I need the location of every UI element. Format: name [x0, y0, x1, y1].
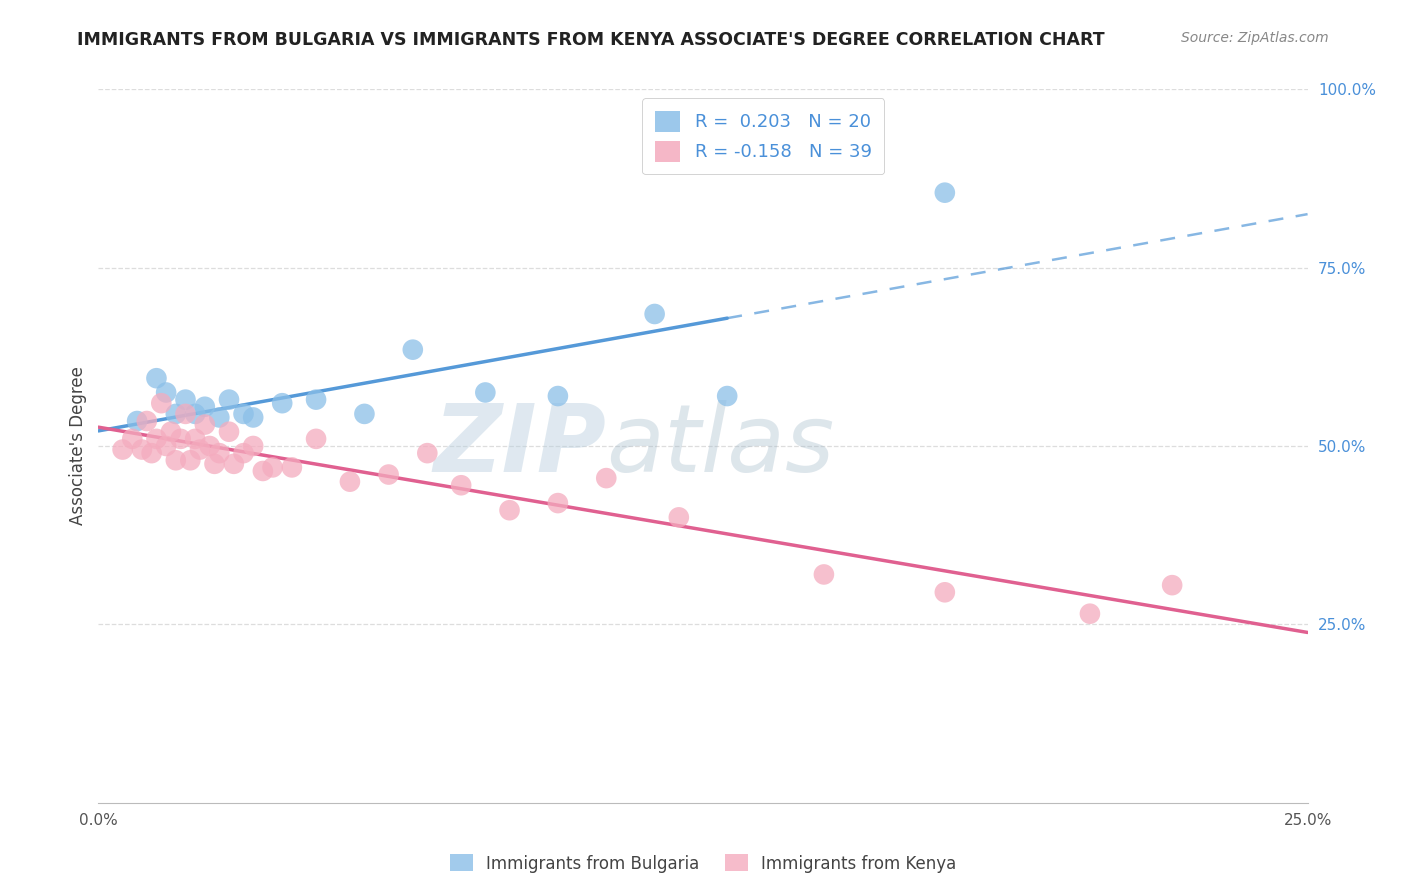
Point — [934, 186, 956, 200]
Point — [339, 475, 361, 489]
Point — [644, 307, 666, 321]
Point — [169, 432, 191, 446]
Point — [174, 392, 197, 407]
Point — [242, 439, 264, 453]
Point — [232, 407, 254, 421]
Point — [145, 371, 167, 385]
Point — [127, 414, 149, 428]
Point — [547, 389, 569, 403]
Legend: Immigrants from Bulgaria, Immigrants from Kenya: Immigrants from Bulgaria, Immigrants fro… — [443, 847, 963, 880]
Point — [547, 496, 569, 510]
Point — [222, 457, 245, 471]
Point — [188, 442, 211, 457]
Point — [198, 439, 221, 453]
Point — [208, 446, 231, 460]
Point — [121, 432, 143, 446]
Point — [165, 453, 187, 467]
Point — [131, 442, 153, 457]
Point — [474, 385, 496, 400]
Point — [402, 343, 425, 357]
Point — [498, 503, 520, 517]
Point — [155, 439, 177, 453]
Point — [165, 407, 187, 421]
Y-axis label: Associate's Degree: Associate's Degree — [69, 367, 87, 525]
Point — [194, 400, 217, 414]
Point — [416, 446, 439, 460]
Text: atlas: atlas — [606, 401, 835, 491]
Point — [218, 425, 240, 439]
Point — [262, 460, 284, 475]
Point — [668, 510, 690, 524]
Point — [135, 414, 157, 428]
Point — [595, 471, 617, 485]
Point — [281, 460, 304, 475]
Point — [184, 407, 207, 421]
Point — [934, 585, 956, 599]
Point — [813, 567, 835, 582]
Point — [232, 446, 254, 460]
Point — [252, 464, 274, 478]
Text: ZIP: ZIP — [433, 400, 606, 492]
Point — [377, 467, 399, 482]
Point — [305, 392, 328, 407]
Point — [242, 410, 264, 425]
Text: IMMIGRANTS FROM BULGARIA VS IMMIGRANTS FROM KENYA ASSOCIATE'S DEGREE CORRELATION: IMMIGRANTS FROM BULGARIA VS IMMIGRANTS F… — [77, 31, 1105, 49]
Point — [353, 407, 375, 421]
Point — [141, 446, 163, 460]
Point — [218, 392, 240, 407]
Point — [179, 453, 201, 467]
Point — [305, 432, 328, 446]
Point — [174, 407, 197, 421]
Legend: R =  0.203   N = 20, R = -0.158   N = 39: R = 0.203 N = 20, R = -0.158 N = 39 — [643, 98, 884, 174]
Point — [155, 385, 177, 400]
Point — [111, 442, 134, 457]
Point — [145, 432, 167, 446]
Point — [1161, 578, 1184, 592]
Point — [271, 396, 294, 410]
Point — [150, 396, 173, 410]
Point — [194, 417, 217, 432]
Point — [160, 425, 183, 439]
Point — [208, 410, 231, 425]
Point — [450, 478, 472, 492]
Point — [716, 389, 738, 403]
Point — [204, 457, 226, 471]
Point — [184, 432, 207, 446]
Point — [1078, 607, 1101, 621]
Text: Source: ZipAtlas.com: Source: ZipAtlas.com — [1181, 31, 1329, 45]
